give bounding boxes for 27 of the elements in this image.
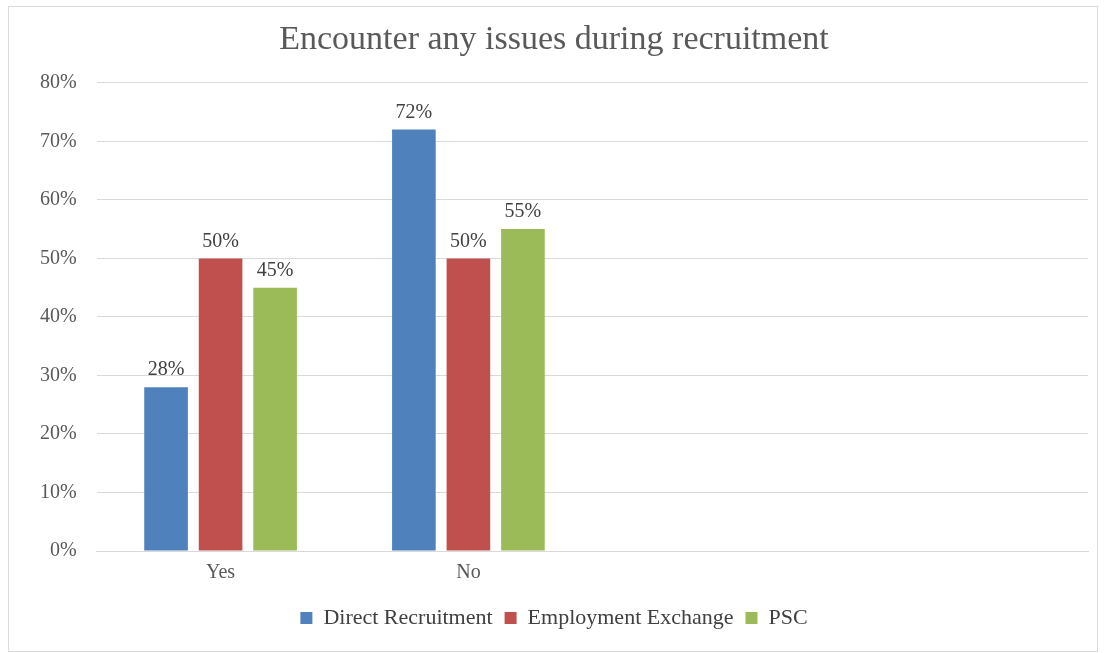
y-tick-label: 50% bbox=[39, 245, 77, 268]
chart-title: Encounter any issues during recruitment bbox=[279, 19, 830, 57]
legend-label: PSC bbox=[768, 603, 808, 629]
y-tick-label: 0% bbox=[49, 538, 77, 561]
y-tick-label: 30% bbox=[39, 362, 77, 385]
data-label: 28% bbox=[147, 357, 185, 380]
data-label: 45% bbox=[256, 257, 294, 280]
bar bbox=[144, 387, 188, 551]
bar bbox=[253, 287, 297, 551]
x-tick-label: Yes bbox=[206, 560, 236, 583]
data-label: 50% bbox=[202, 228, 239, 251]
y-tick-label: 70% bbox=[39, 128, 77, 151]
y-tick-label: 60% bbox=[39, 187, 77, 210]
x-tick-label: No bbox=[456, 560, 481, 583]
legend-label: Employment Exchange bbox=[527, 603, 734, 629]
bar bbox=[392, 129, 436, 551]
bar bbox=[501, 229, 545, 551]
y-tick-label: 20% bbox=[39, 421, 77, 444]
legend-label: Direct Recruitment bbox=[323, 603, 493, 629]
data-label: 55% bbox=[504, 199, 542, 222]
bar bbox=[446, 258, 491, 551]
bar bbox=[198, 258, 243, 551]
y-tick-label: 10% bbox=[39, 479, 77, 502]
y-tick-label: 40% bbox=[39, 304, 77, 327]
data-label: 72% bbox=[395, 99, 433, 122]
y-tick-label: 80% bbox=[39, 70, 77, 93]
data-label: 50% bbox=[450, 228, 487, 251]
